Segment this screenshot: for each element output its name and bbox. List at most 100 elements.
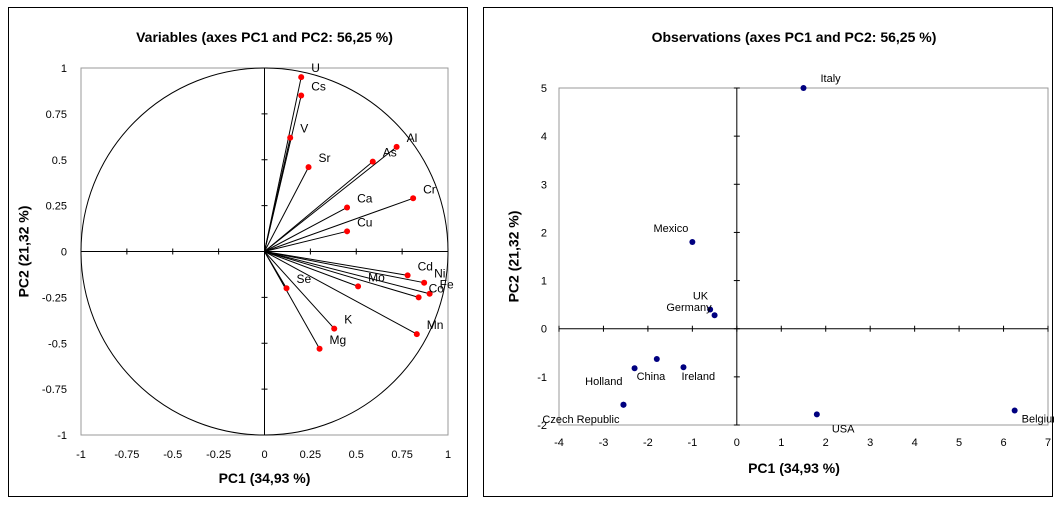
chart-title: Observations (axes PC1 and PC2: 56,25 %) — [652, 29, 937, 45]
y-tick-label: 0 — [61, 247, 67, 259]
y-tick-label: -1 — [57, 430, 67, 442]
vector-cd — [264, 251, 408, 276]
point-belgium — [1011, 407, 1018, 414]
x-tick-label: 3 — [867, 437, 873, 449]
label-al: Al — [407, 131, 418, 145]
y-tick-label: 4 — [541, 131, 547, 143]
y-tick-label: -2 — [537, 420, 547, 432]
vector-ni — [264, 251, 425, 284]
y-tick-label: -0.75 — [42, 384, 67, 396]
point-mo — [355, 283, 362, 290]
point-cd — [404, 272, 411, 279]
y-tick-label: -1 — [537, 372, 547, 384]
vector-al — [264, 146, 397, 252]
x-tick-label: 1 — [445, 449, 451, 461]
vector-mn — [264, 251, 418, 335]
point-china — [631, 365, 638, 372]
point-al — [393, 143, 400, 150]
vector-sr — [264, 166, 309, 252]
observations-chart-panel: Observations (axes PC1 and PC2: 56,25 %)… — [483, 7, 1054, 497]
x-tick-label: 5 — [956, 437, 962, 449]
vector-as — [264, 161, 374, 252]
label-uk: UK — [693, 290, 709, 302]
label-holland: Holland — [585, 376, 622, 388]
x-tick-label: 0.25 — [300, 449, 321, 461]
point-mg — [316, 345, 323, 352]
label-italy: Italy — [821, 73, 842, 85]
point-mn — [413, 331, 420, 338]
y-tick-label: 1 — [61, 63, 67, 75]
label-u: U — [311, 61, 320, 75]
label-ca: Ca — [357, 191, 373, 205]
label-belgium: Belgium — [1022, 414, 1054, 426]
point-sr — [305, 164, 312, 171]
y-tick-label: -0.5 — [48, 338, 67, 350]
label-k: K — [344, 313, 352, 327]
vector-k — [264, 251, 335, 329]
x-tick-label: 0 — [734, 437, 740, 449]
x-tick-label: 0.5 — [349, 449, 364, 461]
label-ni: Ni — [434, 267, 445, 281]
point-germany — [711, 312, 718, 319]
label-cr: Cr — [423, 182, 436, 196]
label-sr: Sr — [319, 151, 331, 165]
label-mexico: Mexico — [654, 223, 689, 235]
y-tick-label: -0.25 — [42, 292, 67, 304]
label-china: China — [637, 371, 667, 383]
observations-chart: Observations (axes PC1 and PC2: 56,25 %)… — [506, 29, 1054, 476]
label-as: As — [383, 146, 397, 160]
variables-chart-panel: Variables (axes PC1 and PC2: 56,25 %) -1-… — [8, 7, 468, 497]
vector-mg — [264, 251, 320, 350]
label-co: Co — [429, 281, 445, 295]
vector-ca — [264, 207, 348, 252]
point-cr — [410, 195, 417, 202]
x-tick-label: -4 — [554, 437, 564, 449]
x-tick-label: 0 — [261, 449, 267, 461]
x-tick-label: -1 — [687, 437, 697, 449]
x-tick-label: -2 — [643, 437, 653, 449]
label-mg: Mg — [330, 333, 347, 347]
y-tick-label: 0.75 — [46, 109, 67, 121]
point-ni — [421, 279, 428, 286]
vector-cr — [264, 197, 414, 252]
y-tick-label: 0.25 — [46, 201, 67, 213]
vector-co — [264, 251, 419, 298]
label-germany: Germany — [666, 302, 712, 314]
vector-mo — [264, 251, 359, 287]
point-czech-republic — [620, 401, 627, 408]
point-u — [298, 74, 305, 81]
x-tick-label: 6 — [1000, 437, 1006, 449]
label-cd: Cd — [418, 259, 433, 273]
y-axis-title: PC2 (21,32 %) — [506, 211, 522, 303]
point-se — [283, 285, 290, 292]
label-v: V — [300, 122, 308, 136]
point-italy — [800, 85, 807, 91]
x-tick-label: 1 — [778, 437, 784, 449]
label-usa: USA — [832, 423, 855, 435]
point-as — [369, 158, 376, 165]
plot-frame — [558, 87, 1049, 426]
point-obs-5 — [653, 356, 660, 363]
vector-v — [264, 137, 291, 252]
y-tick-label: 2 — [541, 227, 547, 239]
x-tick-label: -0.75 — [114, 449, 139, 461]
point-co — [415, 294, 422, 301]
point-cu — [344, 228, 351, 235]
vector-cu — [264, 230, 348, 252]
label-se: Se — [297, 272, 312, 286]
x-tick-label: 4 — [912, 437, 918, 449]
point-ca — [344, 204, 351, 211]
label-mn: Mn — [427, 318, 444, 332]
point-mexico — [689, 239, 696, 246]
y-axis-title: PC2 (21,32 %) — [16, 206, 32, 298]
x-tick-label: -0.25 — [206, 449, 231, 461]
label-fe: Fe — [440, 278, 454, 292]
x-tick-label: 7 — [1045, 437, 1051, 449]
x-tick-label: 0.75 — [391, 449, 412, 461]
x-axis-title: PC1 (34,93 %) — [219, 470, 311, 486]
point-k — [331, 325, 338, 332]
y-tick-label: 0 — [541, 324, 547, 336]
label-cu: Cu — [357, 215, 372, 229]
point-fe — [426, 290, 433, 297]
variables-chart: Variables (axes PC1 and PC2: 56,25 %)-1-… — [16, 29, 454, 486]
